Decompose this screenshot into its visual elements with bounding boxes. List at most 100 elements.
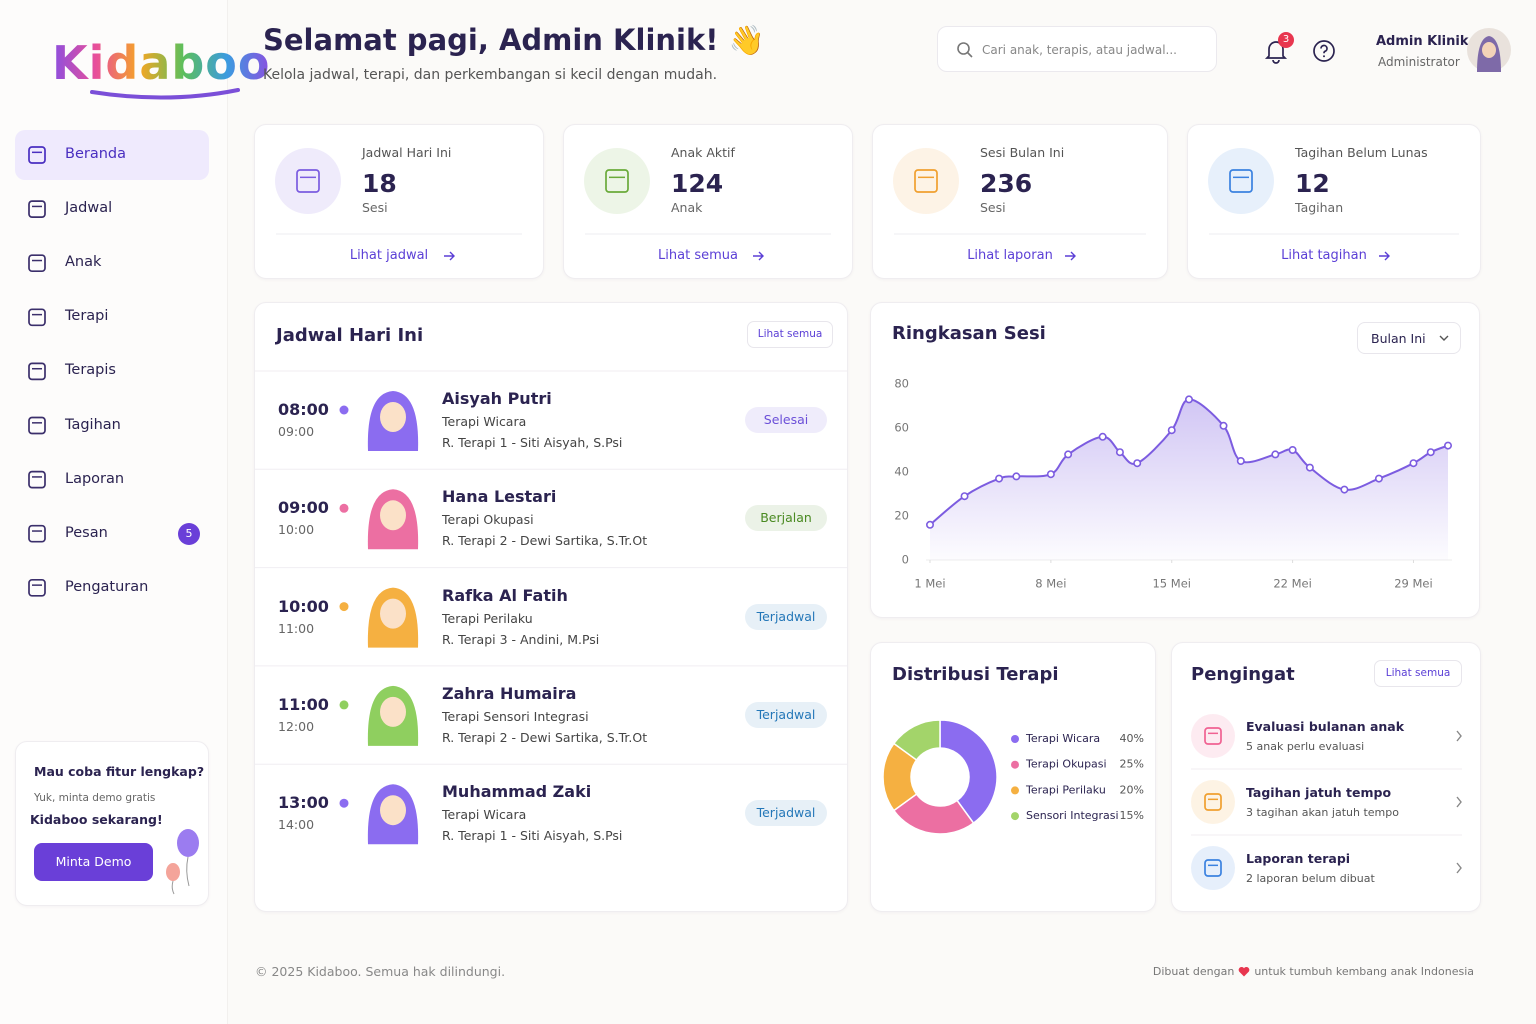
user-role: Administrator <box>1378 55 1460 69</box>
stat-unit: Sesi <box>980 200 1006 215</box>
therapy-room: R. Terapi 1 - Siti Aisyah, S.Psi <box>442 435 623 450</box>
filter-chevron <box>1439 335 1449 341</box>
schedule-title: Jadwal Hari Ini <box>276 325 424 346</box>
credit-suffix: untuk tumbuh kembang anak Indonesia <box>1254 965 1474 978</box>
stat-link[interactable]: Lihat tagihan <box>1281 248 1367 263</box>
therapy-room: R. Terapi 3 - Andini, M.Psi <box>442 631 600 647</box>
time-start: 11:00 <box>278 694 329 714</box>
reminders-title: Pengingat <box>1191 664 1295 685</box>
child-name: Zahra Humaira <box>442 683 577 703</box>
therapy-type: Terapi Okupasi <box>442 512 534 528</box>
notification-badge: 3 <box>1278 32 1294 48</box>
stat-link[interactable]: Lihat laporan <box>967 248 1053 263</box>
stat-link[interactable]: Lihat jadwal <box>349 248 429 263</box>
stat-value: 12 <box>1295 169 1330 198</box>
time-end: 14:00 <box>278 817 315 833</box>
distribution-card <box>870 642 1156 912</box>
user-name: Admin Klinik <box>1376 34 1469 49</box>
stat-label: Anak Aktif <box>671 145 735 160</box>
nav-badge: 5 <box>178 522 200 545</box>
stat-unit: Anak <box>671 200 703 215</box>
footer-credit: Dibuat dengan untuk tumbuh kembang anak … <box>1100 966 1474 977</box>
child-name: Muhammad Zaki <box>442 782 592 802</box>
stat-card <box>1187 124 1481 279</box>
pie-chart-title: Distribusi Terapi <box>892 664 1059 685</box>
reminders-card <box>1171 642 1481 912</box>
nav-active-bg <box>15 130 209 180</box>
reminder-title: Tagihan jatuh tempo <box>1246 785 1392 800</box>
promo-button[interactable]: Minta Demo <box>34 843 153 881</box>
time-end: 11:00 <box>278 620 315 636</box>
status-pill: Terjadwal <box>745 800 827 827</box>
stat-value: 18 <box>362 169 397 198</box>
therapy-room: R. Terapi 2 - Dewi Sartika, S.Tr.Ot <box>442 729 648 745</box>
nav-item[interactable]: Pesan <box>65 524 108 541</box>
therapy-type: Terapi Wicara <box>442 414 527 429</box>
nav-item[interactable]: Terapi <box>65 308 109 325</box>
time-start: 09:00 <box>278 498 329 518</box>
schedule-link[interactable]: Lihat semua <box>747 321 833 348</box>
search-box[interactable]: Cari anak, terapis, atau jadwal... <box>937 26 1217 72</box>
search-icon <box>957 42 973 58</box>
stat-label: Jadwal Hari Ini <box>362 145 452 160</box>
status-pill: Terjadwal <box>745 701 827 728</box>
stat-label: Sesi Bulan Ini <box>980 145 1065 160</box>
reminder-text: 3 tagihan akan jatuh tempo <box>1246 806 1399 819</box>
promo-card: Mau coba fitur lengkap? Yuk, minta demo … <box>15 741 209 906</box>
therapy-type: Terapi Wicara <box>442 807 527 823</box>
status-pill: Berjalan <box>745 505 827 532</box>
nav-item[interactable]: Jadwal <box>65 200 113 217</box>
time-end: 12:00 <box>278 718 315 734</box>
nav-item[interactable]: Terapis <box>65 362 116 379</box>
status-pill: Selesai <box>745 407 827 433</box>
promo-text: Yuk, minta demo gratis <box>34 792 156 804</box>
line-chart-title: Ringkasan Sesi <box>892 323 1046 344</box>
session-filter[interactable]: Bulan Ini <box>1357 322 1461 354</box>
stat-label: Tagihan Belum Lunas <box>1295 145 1428 160</box>
brand-logo: Kidaboo <box>52 36 271 90</box>
child-name: Rafka Al Fatih <box>442 585 568 605</box>
search-placeholder: Cari anak, terapis, atau jadwal... <box>982 43 1177 57</box>
nav-item[interactable]: Tagihan <box>65 416 121 433</box>
reminder-text: 5 anak perlu evaluasi <box>1246 740 1365 753</box>
stat-card <box>563 124 853 279</box>
stat-card <box>254 124 544 279</box>
stat-value: 236 <box>980 169 1033 198</box>
time-end: 10:00 <box>278 522 315 538</box>
time-start: 08:00 <box>278 400 329 419</box>
stat-value: 124 <box>671 169 724 198</box>
promo-title: Mau coba fitur lengkap? <box>34 764 205 779</box>
greeting: Selamat pagi, Admin Klinik! 👋 <box>263 23 765 57</box>
schedule-card <box>254 302 848 912</box>
status-pill: Terjadwal <box>745 603 827 630</box>
therapy-type: Terapi Sensori Integrasi <box>442 708 589 724</box>
stat-card <box>872 124 1168 279</box>
stat-link[interactable]: Lihat semua <box>658 248 738 263</box>
reminder-title: Laporan terapi <box>1246 851 1351 866</box>
credit-prefix: Dibuat dengan <box>1152 965 1235 978</box>
user-avatar[interactable] <box>1467 28 1511 72</box>
therapy-type: Terapi Perilaku <box>442 610 533 626</box>
stat-unit: Sesi <box>362 200 388 215</box>
reminder-title: Evaluasi bulanan anak <box>1246 719 1405 734</box>
greeting-subtitle: Kelola jadwal, terapi, dan perkembangan … <box>263 67 718 83</box>
time-end: 09:00 <box>278 424 315 439</box>
time-start: 10:00 <box>278 596 329 616</box>
child-name: Hana Lestari <box>442 487 557 507</box>
therapy-room: R. Terapi 2 - Dewi Sartika, S.Tr.Ot <box>442 533 648 549</box>
nav-item[interactable]: Pengaturan <box>65 578 149 595</box>
copyright: © 2025 Kidaboo. Semua hak dilindungi. <box>255 964 506 979</box>
nav-item[interactable]: Laporan <box>65 470 125 487</box>
heart-icon <box>1238 966 1250 977</box>
balloons <box>166 829 199 895</box>
nav-item[interactable]: Anak <box>65 254 102 271</box>
time-start: 13:00 <box>278 793 329 813</box>
reminders-link[interactable]: Lihat semua <box>1374 660 1462 687</box>
nav-item[interactable]: Beranda <box>65 146 126 162</box>
reminder-text: 2 laporan belum dibuat <box>1246 872 1375 885</box>
therapy-room: R. Terapi 1 - Siti Aisyah, S.Psi <box>442 828 623 844</box>
stat-unit: Tagihan <box>1295 200 1344 215</box>
child-name: Aisyah Putri <box>442 389 552 408</box>
help-icon[interactable] <box>1312 39 1336 63</box>
